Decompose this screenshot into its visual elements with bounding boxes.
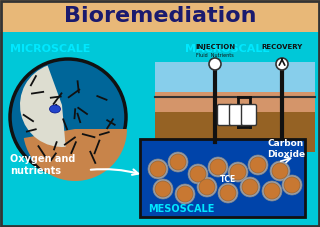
Circle shape [199,179,215,195]
Circle shape [210,159,226,175]
Circle shape [190,166,206,182]
FancyBboxPatch shape [229,104,244,126]
Circle shape [284,177,300,193]
Wedge shape [24,129,127,181]
Circle shape [168,152,188,172]
Text: Carbon
Dioxide: Carbon Dioxide [267,139,305,159]
Text: RECOVERY: RECOVERY [261,44,303,50]
Wedge shape [20,66,66,147]
Circle shape [177,186,193,202]
Circle shape [240,177,260,197]
Circle shape [170,154,186,170]
Polygon shape [155,92,315,112]
Text: MESOSCALE: MESOSCALE [148,204,214,214]
Circle shape [242,179,258,195]
Circle shape [220,185,236,201]
Text: Bioremediation: Bioremediation [64,6,256,26]
Polygon shape [155,109,315,152]
FancyBboxPatch shape [0,32,320,227]
Circle shape [153,179,173,199]
FancyBboxPatch shape [140,139,305,217]
FancyBboxPatch shape [0,0,320,32]
Circle shape [175,184,195,204]
Circle shape [218,183,238,203]
Circle shape [148,159,168,179]
Circle shape [230,164,246,180]
Ellipse shape [50,105,60,113]
Circle shape [282,175,302,195]
Text: TCE: TCE [220,175,236,183]
Text: MACROSCALE: MACROSCALE [185,44,270,54]
Circle shape [208,157,228,177]
Circle shape [272,163,288,179]
Circle shape [262,181,282,201]
FancyBboxPatch shape [218,104,233,126]
Polygon shape [155,62,315,97]
FancyBboxPatch shape [242,104,257,126]
Text: MICROSCALE: MICROSCALE [10,44,90,54]
Circle shape [155,181,171,197]
Circle shape [188,164,208,184]
Text: Fluid  Nutrients: Fluid Nutrients [196,53,234,58]
Text: Oxygen and
nutrients: Oxygen and nutrients [10,154,76,176]
Circle shape [250,157,266,173]
Circle shape [228,162,248,182]
Circle shape [150,161,166,177]
Circle shape [248,155,268,175]
Circle shape [209,58,221,70]
Polygon shape [155,102,315,152]
Circle shape [276,58,288,70]
Text: INJECTION: INJECTION [195,44,235,50]
Circle shape [197,177,217,197]
Circle shape [270,161,290,181]
Circle shape [264,183,280,199]
Circle shape [10,59,126,175]
